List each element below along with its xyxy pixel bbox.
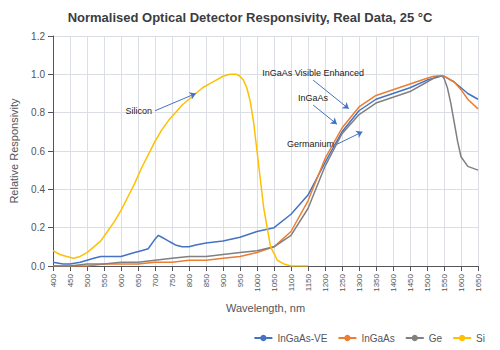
svg-text:1000: 1000 (253, 273, 262, 291)
svg-text:650: 650 (134, 273, 143, 287)
svg-text:550: 550 (100, 273, 109, 287)
svg-text:750: 750 (168, 273, 177, 287)
svg-text:Si: Si (476, 333, 485, 344)
svg-text:1250: 1250 (338, 273, 347, 291)
svg-text:Relative Responsivity: Relative Responsivity (8, 98, 20, 204)
svg-text:1.0: 1.0 (31, 69, 45, 80)
svg-text:Ge: Ge (429, 333, 443, 344)
svg-text:1200: 1200 (321, 273, 330, 291)
svg-text:0.2: 0.2 (31, 222, 45, 233)
svg-text:1150: 1150 (304, 273, 313, 291)
svg-text:600: 600 (117, 273, 126, 287)
svg-text:1.2: 1.2 (31, 31, 45, 42)
svg-text:InGaAs: InGaAs (298, 93, 329, 103)
svg-text:400: 400 (49, 273, 58, 287)
svg-text:0.8: 0.8 (31, 107, 45, 118)
svg-text:950: 950 (236, 273, 245, 287)
svg-text:0.4: 0.4 (31, 184, 45, 195)
svg-text:0.0: 0.0 (31, 261, 45, 272)
svg-text:450: 450 (66, 273, 75, 287)
svg-text:InGaAs Visible Enhanced: InGaAs Visible Enhanced (262, 68, 364, 78)
svg-text:700: 700 (151, 273, 160, 287)
svg-text:1400: 1400 (389, 273, 398, 291)
svg-text:Germanium: Germanium (287, 139, 334, 149)
svg-text:900: 900 (219, 273, 228, 287)
svg-text:Normalised Optical Detector Re: Normalised Optical Detector Responsivity… (68, 10, 433, 25)
svg-text:1550: 1550 (440, 273, 449, 291)
svg-text:InGaAs-VE: InGaAs-VE (277, 333, 327, 344)
svg-text:850: 850 (202, 273, 211, 287)
svg-text:1450: 1450 (406, 273, 415, 291)
svg-text:1300: 1300 (355, 273, 364, 291)
svg-text:1600: 1600 (457, 273, 466, 291)
svg-text:Silicon: Silicon (125, 106, 152, 116)
svg-text:InGaAs: InGaAs (361, 333, 394, 344)
svg-text:1350: 1350 (372, 273, 381, 291)
svg-text:1650: 1650 (474, 273, 483, 291)
svg-text:1500: 1500 (423, 273, 432, 291)
svg-text:1100: 1100 (287, 273, 296, 291)
svg-text:500: 500 (83, 273, 92, 287)
svg-text:800: 800 (185, 273, 194, 287)
svg-text:1050: 1050 (270, 273, 279, 291)
svg-text:Wavelength, nm: Wavelength, nm (226, 302, 305, 314)
svg-text:0.6: 0.6 (31, 146, 45, 157)
